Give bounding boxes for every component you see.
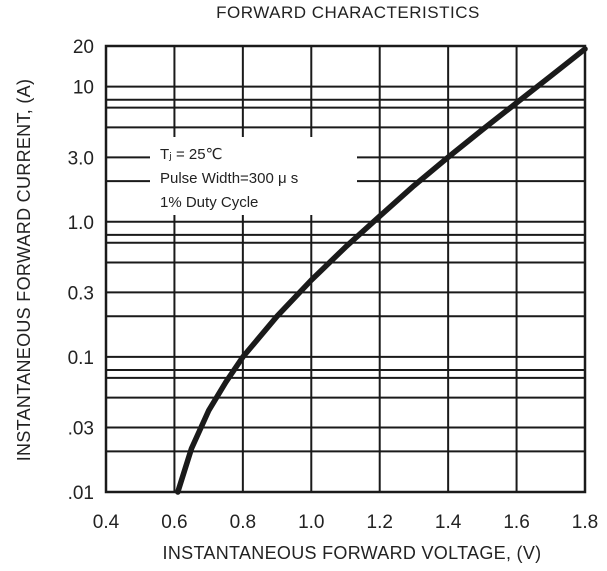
x-tick-label-5: 1.4: [435, 512, 462, 533]
x-tick-label-4: 1.2: [367, 512, 393, 533]
y-tick-label-7: 20: [73, 37, 94, 58]
annotation-background: [150, 137, 357, 215]
annotation-duty-cycle: 1% Duty Cycle: [160, 194, 258, 211]
x-tick-labels: 0.4 0.6 0.8 1.0 1.2 1.4 1.6 1.8: [93, 512, 598, 533]
x-tick-label-1: 0.6: [161, 512, 187, 533]
plot-frame: [104, 44, 587, 494]
x-tick-label-0: 0.4: [93, 512, 120, 533]
y-tick-label-6: 10: [73, 78, 94, 99]
x-tick-label-7: 1.8: [572, 512, 598, 533]
forward-current-curve-0: [175, 46, 588, 495]
y-tick-label-0: .01: [68, 483, 94, 504]
annotation-junction-temperature: Tⱼ = 25℃: [160, 146, 222, 163]
y-tick-label-2: 0.1: [68, 348, 94, 369]
y-tick-labels: .01 .03 0.1 0.3 1.0 3.0 10 20: [68, 37, 94, 504]
x-tick-label-2: 0.8: [230, 512, 256, 533]
y-tick-label-1: .03: [68, 419, 94, 440]
y-tick-label-4: 1.0: [68, 213, 94, 234]
y-axis-label: INSTANTANEOUS FORWARD CURRENT, (A): [14, 79, 34, 462]
x-tick-label-6: 1.6: [503, 512, 529, 533]
y-tick-label-3: 0.3: [68, 283, 94, 304]
grid: [104, 44, 587, 494]
x-tick-label-3: 1.0: [298, 512, 324, 533]
test-conditions-annotation: Tⱼ = 25℃ Pulse Width=300 μ s 1% Duty Cyc…: [150, 137, 357, 215]
chart-title: FORWARD CHARACTERISTICS: [216, 3, 480, 22]
x-axis-label: INSTANTANEOUS FORWARD VOLTAGE, (V): [163, 543, 542, 563]
y-tick-label-5: 3.0: [68, 148, 94, 169]
annotation-pulse-width: Pulse Width=300 μ s: [160, 170, 298, 187]
data-series: [175, 46, 588, 495]
